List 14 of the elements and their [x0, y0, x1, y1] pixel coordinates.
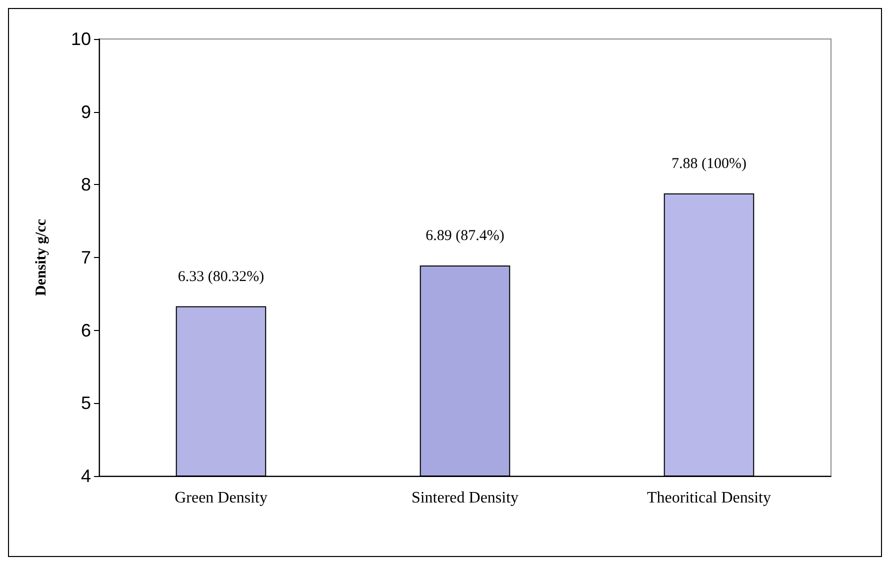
- y-tick-label: 10: [70, 29, 91, 49]
- y-tick-label: 9: [80, 102, 91, 122]
- data-label: 6.33 (80.32%): [178, 268, 264, 285]
- x-tick-label: Green Density: [174, 490, 268, 506]
- data-label: 7.88 (100%): [672, 156, 746, 172]
- data-label: 6.89 (87.4%): [426, 228, 504, 244]
- x-tick-label: Sintered Density: [411, 490, 519, 506]
- y-tick-label: 6: [80, 320, 91, 340]
- y-tick-label: 5: [80, 393, 91, 414]
- x-tick-label: Theoritical Density: [647, 490, 771, 506]
- y-tick-label: 7: [80, 248, 91, 268]
- y-tick-label: 8: [80, 174, 91, 195]
- y-tick-label: 4: [80, 466, 91, 486]
- y-axis-title: Density g/cc: [34, 218, 50, 296]
